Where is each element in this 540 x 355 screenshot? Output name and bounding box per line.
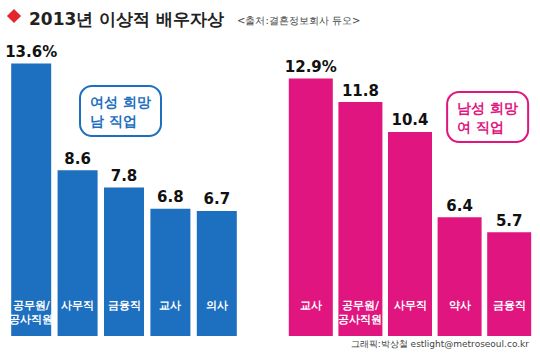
svg-text:6.4: 6.4 (446, 197, 473, 215)
svg-text:남성 희망: 남성 희망 (457, 100, 518, 116)
svg-text:13.6%: 13.6% (5, 43, 57, 61)
svg-text:공무원/: 공무원/ (342, 299, 380, 312)
svg-text:사무직: 사무직 (61, 299, 94, 312)
svg-text:교사: 교사 (300, 299, 322, 312)
svg-text:그래픽:박상철 estlight@metroseoul.co: 그래픽:박상철 estlight@metroseoul.co.kr (351, 339, 530, 349)
svg-text:금융직: 금융직 (108, 299, 141, 312)
svg-text:6.8: 6.8 (157, 188, 184, 206)
svg-text:공사직원: 공사직원 (9, 313, 53, 326)
svg-text:12.9%: 12.9% (285, 58, 337, 76)
svg-text:6.7: 6.7 (204, 190, 231, 208)
svg-text:11.8: 11.8 (342, 82, 379, 100)
svg-text:남 직업: 남 직업 (90, 113, 137, 129)
svg-text:사무직: 사무직 (394, 299, 427, 312)
svg-text:금융직: 금융직 (493, 299, 526, 312)
svg-text:여성 희망: 여성 희망 (90, 94, 151, 110)
svg-text:교사: 교사 (159, 299, 181, 312)
svg-text:10.4: 10.4 (391, 111, 428, 129)
svg-text:공무원/: 공무원/ (13, 299, 51, 312)
svg-text:여 직업: 여 직업 (457, 119, 504, 135)
svg-text:<출처:결혼정보회사 듀오>: <출처:결혼정보회사 듀오> (237, 15, 360, 26)
svg-text:의사: 의사 (206, 299, 228, 312)
svg-text:공사직원: 공사직원 (338, 313, 382, 326)
svg-text:5.7: 5.7 (496, 212, 523, 230)
svg-text:약사: 약사 (449, 299, 471, 312)
svg-text:7.8: 7.8 (111, 167, 138, 185)
svg-text:8.6: 8.6 (64, 150, 91, 168)
svg-text:2013년 이상적 배우자상: 2013년 이상적 배우자상 (29, 9, 224, 29)
